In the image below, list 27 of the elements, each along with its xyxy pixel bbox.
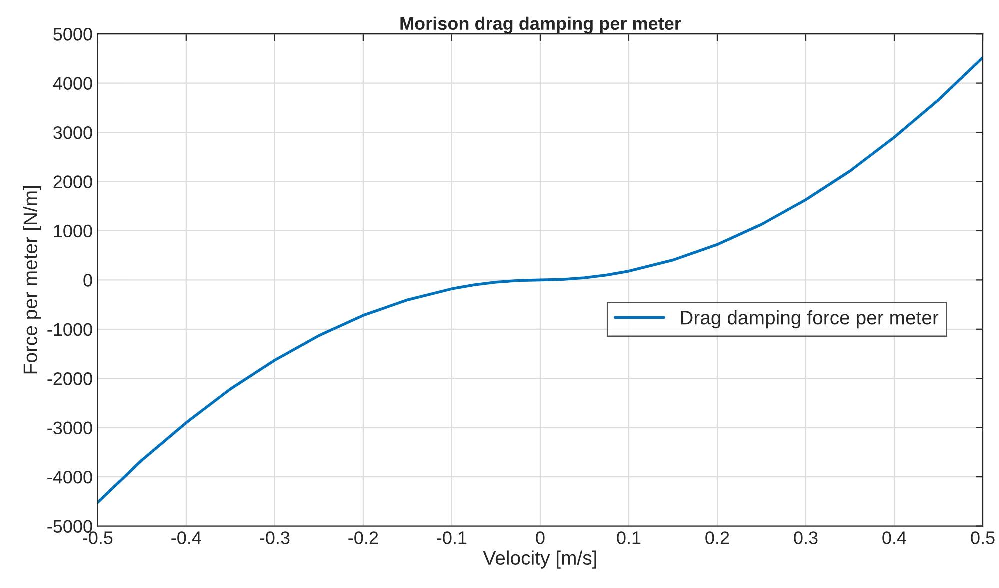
y-tick-label: -1000 (48, 323, 92, 336)
chart-title: Morison drag damping per meter (400, 16, 682, 34)
y-tick-label: -3000 (48, 422, 92, 435)
legend-label: Drag damping force per meter (681, 310, 939, 329)
x-tick-label: 0 (536, 532, 545, 544)
y-tick-label: 1000 (54, 224, 92, 238)
x-tick-label: -0.3 (260, 532, 290, 544)
y-tick-label: 3000 (54, 126, 92, 140)
y-tick-label: 0 (84, 274, 92, 287)
y-tick-label: 4000 (53, 77, 92, 90)
y-tick-label: 5000 (54, 28, 92, 41)
line-series (98, 56, 984, 504)
x-tick-label: 0.3 (794, 532, 818, 544)
y-tick-label: -5000 (48, 520, 92, 533)
x-tick-label: -0.2 (348, 532, 378, 544)
x-tick-label: 0.4 (882, 532, 907, 544)
x-tick-label: 0.2 (706, 532, 730, 544)
y-tick-label: 2000 (54, 176, 92, 188)
x-tick-label: -0.1 (437, 532, 467, 544)
x-tick-label: -0.5 (83, 532, 113, 544)
x-axis-title: Velocity [m/s] (483, 550, 596, 569)
y-axis-title: Force per meter [N/m] (23, 186, 42, 374)
y-tick-label: -2000 (48, 372, 92, 386)
y-tick-label: -4000 (48, 470, 92, 484)
x-tick-label: -0.4 (172, 532, 202, 544)
x-tick-label: 0.1 (617, 532, 641, 544)
x-tick-label: 0.5 (971, 532, 995, 544)
